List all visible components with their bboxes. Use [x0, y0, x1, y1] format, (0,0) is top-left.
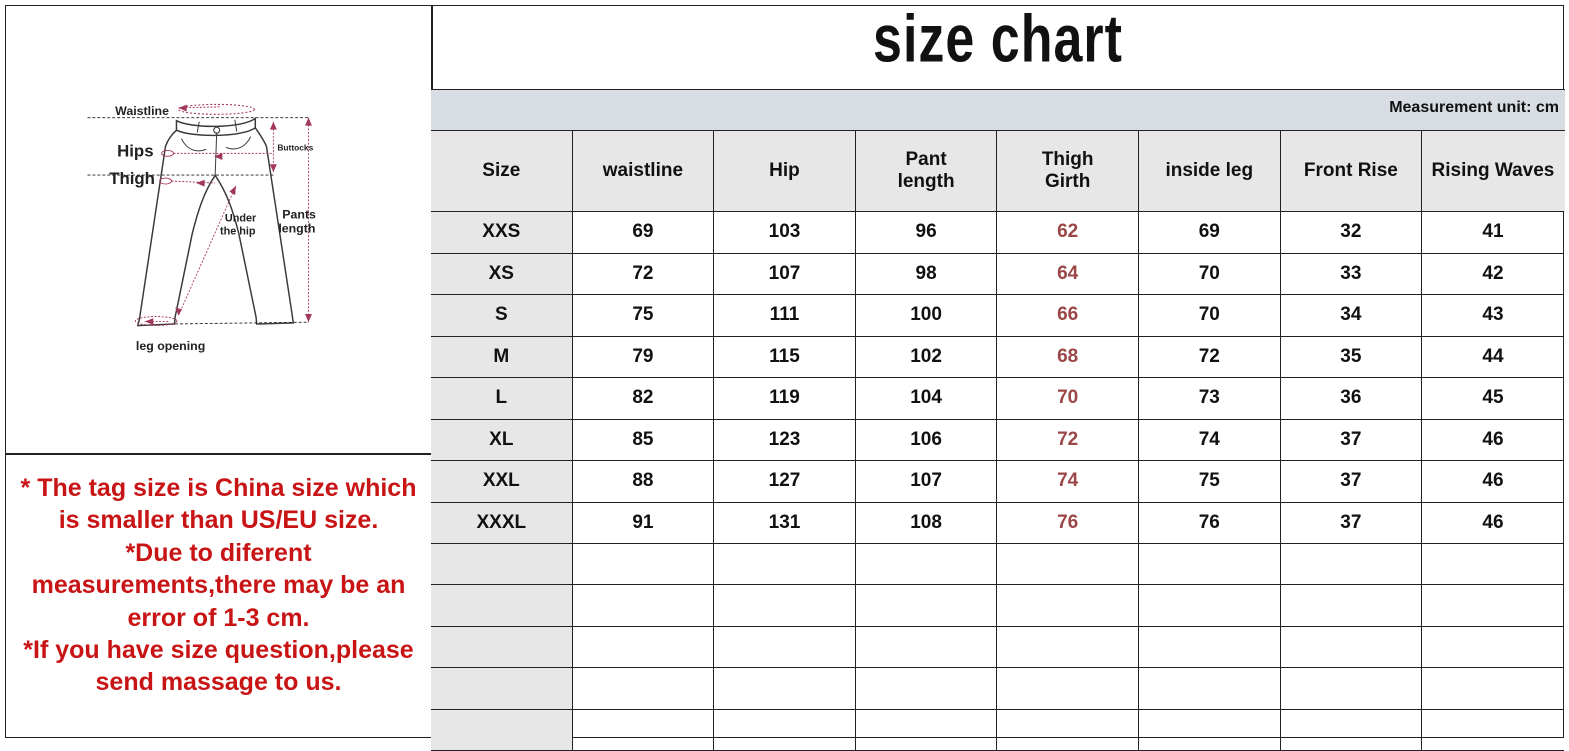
svg-text:Under: Under — [225, 213, 257, 225]
svg-text:Thigh: Thigh — [109, 169, 155, 188]
svg-text:the hip: the hip — [220, 225, 256, 237]
svg-text:length: length — [278, 221, 315, 235]
svg-text:Pants: Pants — [282, 208, 316, 222]
svg-text:Hips: Hips — [117, 141, 153, 160]
svg-text:Waistline: Waistline — [115, 104, 169, 118]
svg-text:leg opening: leg opening — [136, 339, 205, 353]
